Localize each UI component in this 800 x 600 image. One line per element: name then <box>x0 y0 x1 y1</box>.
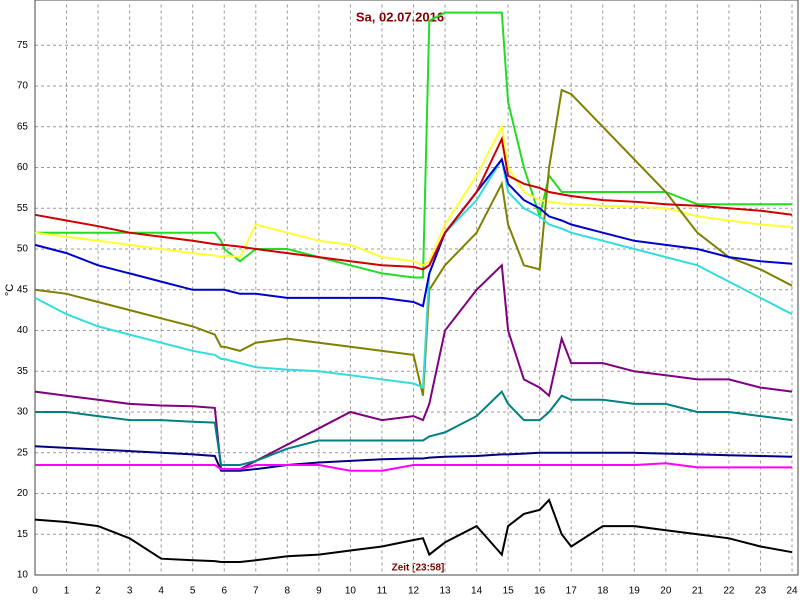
y-tick-label: 45 <box>17 284 29 295</box>
series-line <box>34 135 793 271</box>
x-tick-label: 24 <box>786 586 798 597</box>
series-line <box>35 11 792 279</box>
x-tick-label: 21 <box>692 586 704 597</box>
x-tick-label: 15 <box>503 586 515 597</box>
y-tick-label: 65 <box>17 121 29 132</box>
y-tick-label: 10 <box>17 570 29 581</box>
x-tick-label: 0 <box>32 586 38 597</box>
x-tick-label: 23 <box>755 586 767 597</box>
x-tick-label: 18 <box>597 586 609 597</box>
x-tick-label: 6 <box>221 586 227 597</box>
y-tick-label: 25 <box>17 447 29 458</box>
y-tick-label: 40 <box>17 325 29 336</box>
x-tick-label: 4 <box>158 586 164 597</box>
series-line <box>34 498 793 563</box>
y-tick-label: 70 <box>17 81 29 92</box>
x-tick-label: 14 <box>471 586 483 597</box>
x-tick-label: 19 <box>629 586 641 597</box>
y-tick-label: 20 <box>17 488 29 499</box>
series-line <box>35 462 792 472</box>
series-line <box>34 156 793 390</box>
x-tick-label: 17 <box>566 586 578 597</box>
x-tick-label: 8 <box>285 586 291 597</box>
y-tick-label: 50 <box>17 244 29 255</box>
x-tick-label: 2 <box>95 586 101 597</box>
y-tick-label: 55 <box>17 203 29 214</box>
x-tick-label: 7 <box>253 586 259 597</box>
x-tick-label: 1 <box>64 586 70 597</box>
x-tick-label: 5 <box>190 586 196 597</box>
x-tick-label: 20 <box>660 586 672 597</box>
series-line <box>34 445 793 472</box>
series-line <box>34 263 793 471</box>
y-axis-label: °C <box>4 284 16 296</box>
series-line <box>34 157 793 308</box>
y-tick-label: 35 <box>17 366 29 377</box>
x-tick-label: 9 <box>316 586 322 597</box>
x-tick-label: 11 <box>377 586 388 597</box>
y-tick-label: 15 <box>17 529 29 540</box>
series-line <box>35 389 793 466</box>
chart-title: Sa, 02.07.2016 <box>356 9 444 24</box>
x-tick-label: 13 <box>439 586 451 597</box>
x-tick-label: 22 <box>723 586 735 597</box>
x-tick-label: 16 <box>534 586 546 597</box>
series-line <box>34 123 793 267</box>
y-tick-label: 30 <box>17 407 29 418</box>
x-axis-label: Zeit [23:58] <box>392 563 445 574</box>
x-tick-label: 3 <box>127 586 133 597</box>
plot-frame <box>34 0 799 576</box>
y-tick-label: 60 <box>17 162 29 173</box>
y-tick-label: 75 <box>17 40 29 51</box>
x-tick-label: 10 <box>345 586 357 597</box>
x-tick-label: 12 <box>408 586 420 597</box>
